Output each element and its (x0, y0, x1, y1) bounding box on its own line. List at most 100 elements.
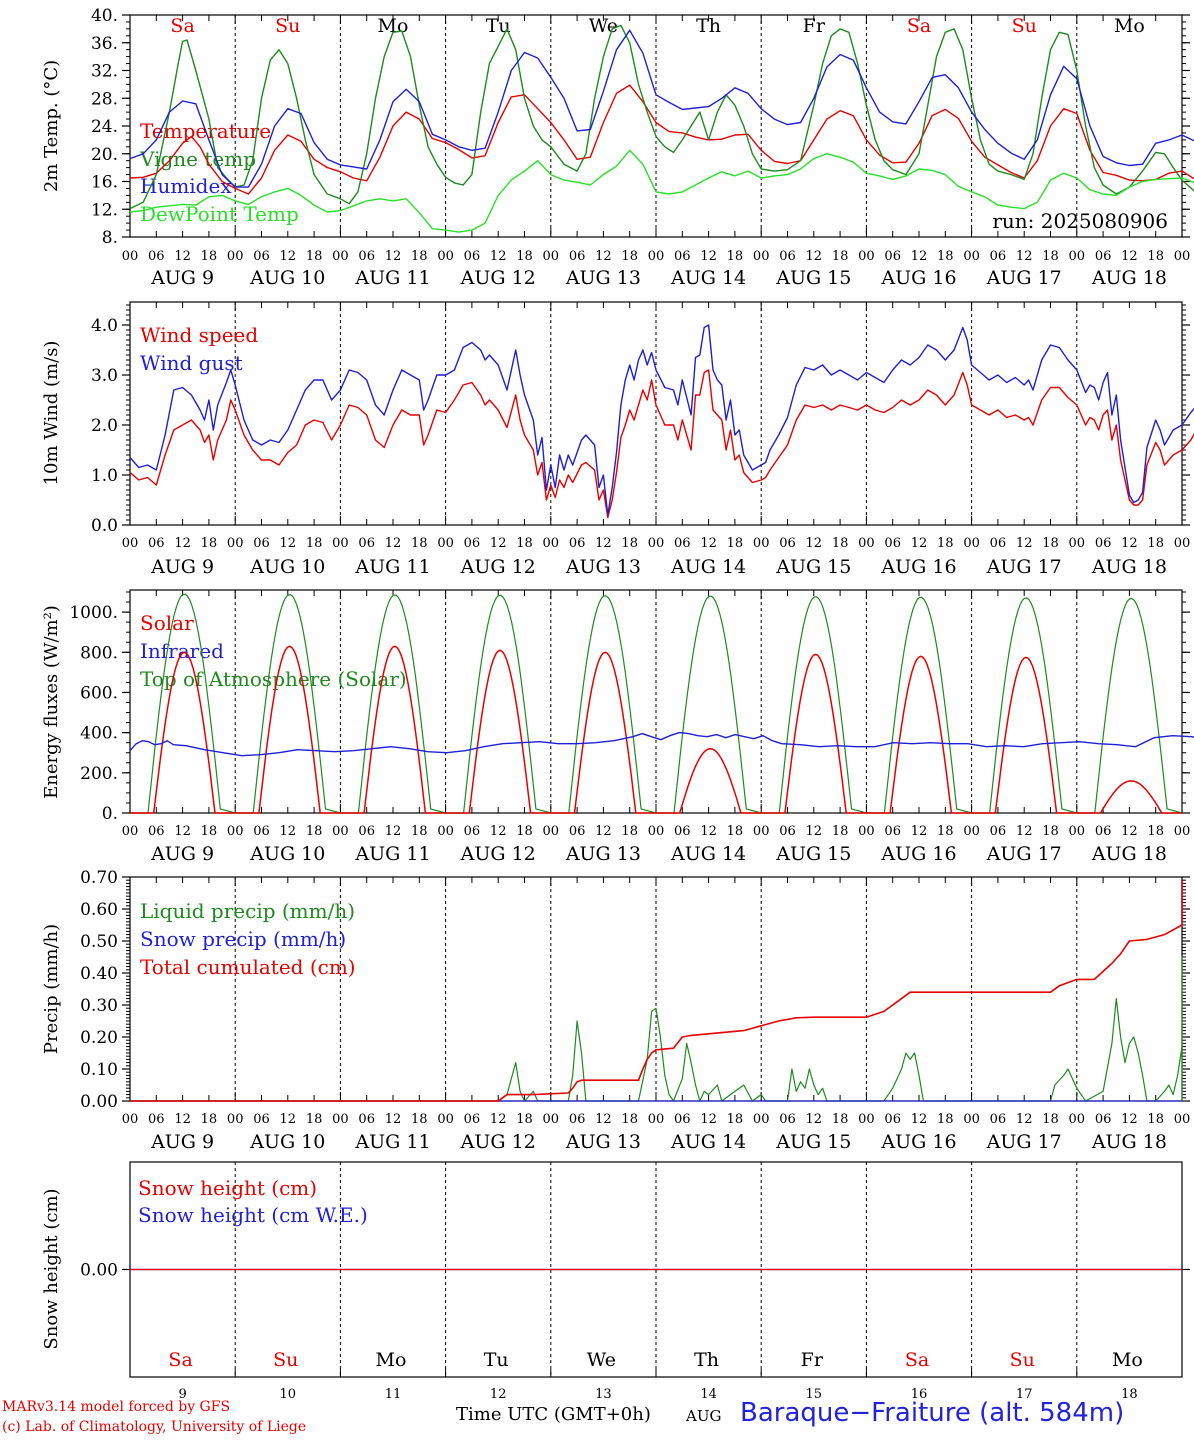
hour-tick-label: 12 (174, 536, 191, 551)
hour-tick-label: 06 (990, 1112, 1007, 1127)
panel-2-y-axis-label: 10m Wind (m/s) (41, 341, 62, 486)
hour-tick-label: 12 (490, 824, 507, 839)
date-label: AUG 15 (775, 843, 851, 865)
day-name-label: Su (275, 15, 300, 37)
hour-tick-label: 12 (385, 536, 402, 551)
day-number-label: 17 (1016, 1387, 1033, 1402)
hour-tick-label: 18 (621, 1112, 638, 1127)
hour-tick-label: 18 (1147, 824, 1164, 839)
hour-tick-label: 06 (990, 536, 1007, 551)
y-tick-label: 200. (80, 764, 118, 784)
series-line-vigne-temp (129, 24, 1194, 210)
hour-tick-label: 00 (122, 536, 139, 551)
hour-tick-label: 18 (411, 249, 428, 264)
date-label: AUG 14 (670, 1131, 746, 1153)
hour-tick-label: 06 (148, 1112, 165, 1127)
hour-tick-label: 06 (358, 1112, 375, 1127)
date-label: AUG 13 (565, 843, 641, 865)
y-tick-label: 800. (80, 643, 118, 663)
hour-tick-label: 06 (779, 1112, 796, 1127)
hour-tick-label: 00 (227, 824, 244, 839)
hour-tick-label: 12 (806, 536, 823, 551)
hour-tick-label: 06 (1095, 249, 1112, 264)
hour-tick-label: 00 (858, 536, 875, 551)
hour-tick-label: 12 (280, 824, 297, 839)
hour-tick-label: 00 (753, 536, 770, 551)
y-tick-label: 3.0 (91, 366, 118, 386)
hour-tick-label: 00 (858, 1112, 875, 1127)
date-label: AUG 11 (354, 1131, 430, 1153)
hour-tick-label: 12 (700, 824, 717, 839)
month-label: AUG (686, 1407, 722, 1425)
date-label: AUG 16 (880, 556, 956, 578)
hour-tick-label: 18 (937, 1112, 954, 1127)
date-label: AUG 10 (249, 843, 325, 865)
date-label: AUG 17 (986, 1131, 1062, 1153)
day-name-label: Mo (1112, 1349, 1143, 1371)
hour-tick-label: 00 (543, 824, 560, 839)
hour-tick-label: 18 (411, 536, 428, 551)
y-tick-label: 0.0 (91, 516, 118, 536)
hour-tick-label: 18 (516, 249, 533, 264)
date-label: AUG 15 (775, 267, 851, 289)
hour-tick-label: 06 (569, 824, 586, 839)
day-number-label: 12 (490, 1387, 507, 1402)
date-label: AUG 10 (249, 556, 325, 578)
day-number-label: 10 (280, 1387, 297, 1402)
date-label: AUG 12 (460, 843, 536, 865)
hour-tick-label: 00 (648, 824, 665, 839)
panel-5-y-axis-label: Snow height (cm) (41, 1188, 62, 1349)
date-label: AUG 10 (249, 267, 325, 289)
hour-tick-label: 12 (490, 1112, 507, 1127)
y-tick-label: 8. (102, 228, 118, 248)
date-label: AUG 18 (1091, 267, 1167, 289)
hour-tick-label: 06 (884, 536, 901, 551)
panel-4-y-axis-label: Precip (mm/h) (41, 924, 62, 1054)
date-label: AUG 18 (1091, 1131, 1167, 1153)
hour-tick-label: 18 (1042, 824, 1059, 839)
hour-tick-label: 18 (516, 824, 533, 839)
hour-tick-label: 12 (806, 249, 823, 264)
date-label: AUG 18 (1091, 556, 1167, 578)
hour-tick-label: 12 (700, 1112, 717, 1127)
hour-tick-label: 06 (990, 249, 1007, 264)
day-number-label: 9 (178, 1387, 186, 1402)
hour-tick-label: 06 (569, 536, 586, 551)
hour-tick-label: 00 (227, 1112, 244, 1127)
date-label: AUG 15 (775, 556, 851, 578)
date-label: AUG 13 (565, 556, 641, 578)
hour-tick-label: 06 (884, 249, 901, 264)
hour-tick-label: 12 (1121, 536, 1138, 551)
hour-tick-label: 00 (332, 824, 349, 839)
hour-tick-label: 06 (674, 249, 691, 264)
hour-tick-label: 18 (1042, 1112, 1059, 1127)
hour-tick-label: 12 (1121, 824, 1138, 839)
date-label: AUG 9 (150, 267, 214, 289)
hour-tick-label: 00 (437, 536, 454, 551)
hour-tick-label: 06 (358, 824, 375, 839)
hour-tick-label: 18 (937, 249, 954, 264)
hour-tick-label: 00 (1174, 824, 1191, 839)
series-line-humidex (129, 29, 1194, 188)
series-line-wind-speed (129, 369, 1194, 519)
hour-tick-label: 06 (569, 249, 586, 264)
hour-tick-label: 00 (1069, 824, 1086, 839)
date-label: AUG 12 (460, 267, 536, 289)
hour-tick-label: 12 (280, 249, 297, 264)
hour-tick-label: 12 (280, 536, 297, 551)
y-tick-label: 0. (102, 804, 118, 824)
panel-1-y-axis-label: 2m Temp. (°C) (41, 60, 62, 192)
y-tick-label: 1.0 (91, 466, 118, 486)
hour-tick-label: 00 (437, 1112, 454, 1127)
credit-line-1: MARv3.14 model forced by GFS (2, 1399, 231, 1415)
y-tick-label: 40. (91, 6, 118, 26)
date-label: AUG 13 (565, 1131, 641, 1153)
hour-tick-label: 18 (727, 249, 744, 264)
date-label: AUG 16 (880, 843, 956, 865)
hour-tick-label: 00 (963, 536, 980, 551)
hour-tick-label: 12 (1016, 824, 1033, 839)
hour-tick-label: 12 (1016, 536, 1033, 551)
date-label: AUG 14 (670, 843, 746, 865)
hour-tick-label: 18 (516, 1112, 533, 1127)
legend-entry: Liquid precip (mm/h) (140, 899, 355, 923)
